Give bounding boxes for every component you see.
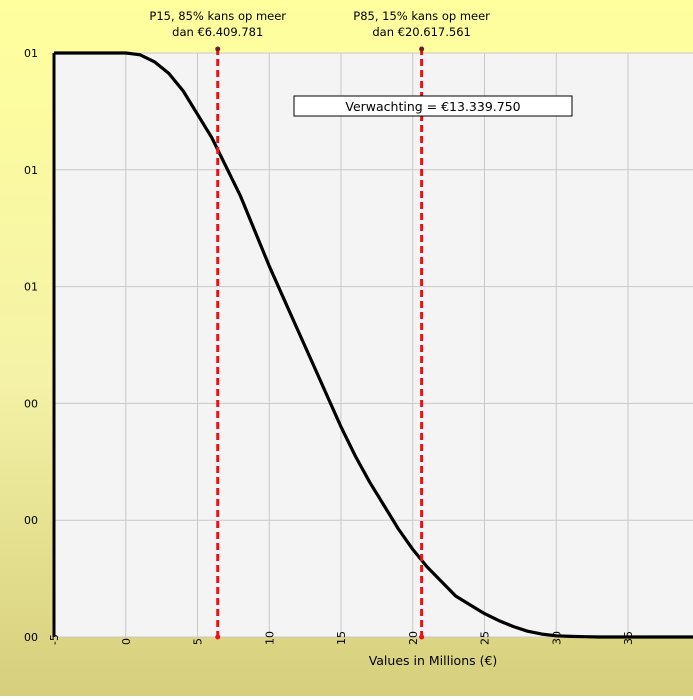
y-tick-label: 01 (24, 47, 38, 60)
y-tick-label: 00 (24, 397, 38, 410)
marker-top-dot (419, 46, 425, 52)
y-tick-label: 01 (24, 164, 38, 177)
expected-value-label: Verwachting = €13.339.750 (345, 99, 520, 114)
series-line (54, 51, 693, 639)
expected-value-annotation: Verwachting = €13.339.750 (293, 95, 573, 117)
x-tick-label: 5 (192, 638, 205, 645)
x-tick-label: 0 (120, 638, 133, 645)
x-tick-label: 10 (263, 631, 276, 645)
marker-label-line1: P85, 15% kans op meer (353, 9, 490, 23)
x-tick-label: -5 (48, 634, 61, 645)
y-tick-label: 01 (24, 281, 38, 294)
y-tick-label: 00 (24, 631, 38, 644)
y-tick-label: 00 (24, 514, 38, 527)
marker-lines: P15, 85% kans op meer dan €6.409.781 P85, … (149, 9, 490, 640)
x-tick-label: 20 (407, 631, 420, 645)
plot-background (54, 53, 693, 637)
marker-bottom-dot (419, 634, 425, 640)
grid-lines (53, 52, 693, 638)
x-tick-label: 25 (479, 631, 492, 645)
x-tick-label: 15 (335, 631, 348, 645)
y-tick-labels: 00 00 00 01 01 01 (24, 47, 38, 644)
x-tick-label: 30 (550, 631, 563, 645)
marker-top-dot (215, 46, 221, 52)
x-axis-label: Values in Millions (€) (369, 653, 498, 668)
marker: P15, 85% kans op meer dan €6.409.781 (149, 9, 286, 640)
marker: P85, 15% kans op meer dan €20.617.561 (353, 9, 490, 640)
marker-bottom-dot (215, 634, 221, 640)
marker-label-line2: dan €20.617.561 (372, 25, 470, 39)
marker-label-line2: dan €6.409.781 (172, 25, 263, 39)
marker-label-line1: P15, 85% kans op meer (149, 9, 286, 23)
